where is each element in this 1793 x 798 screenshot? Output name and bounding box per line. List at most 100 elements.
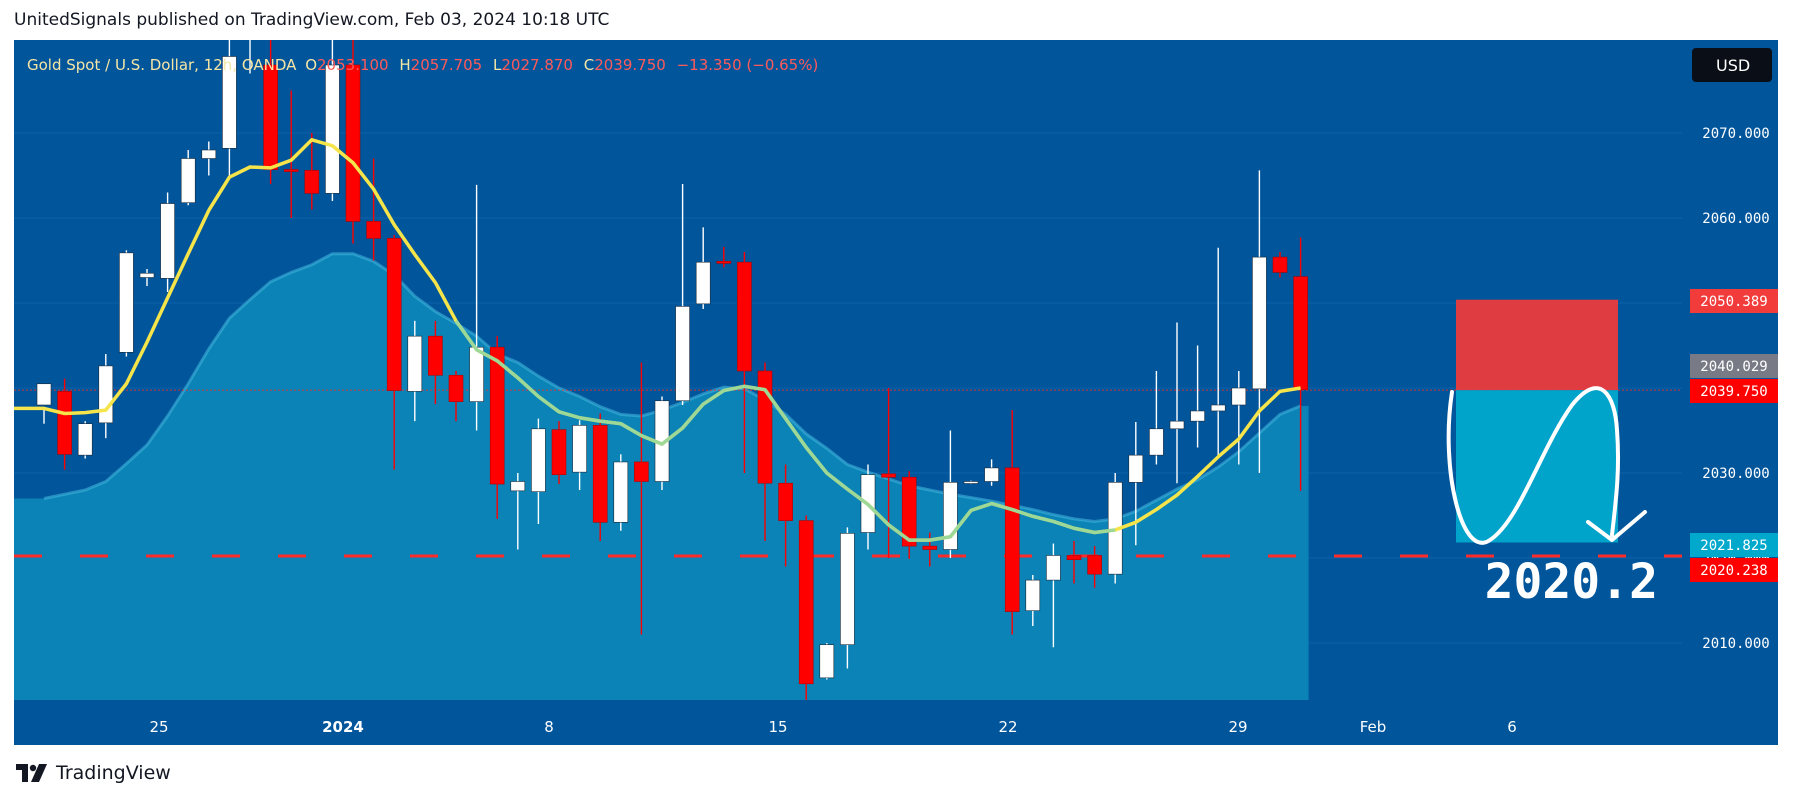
time-tick-label: 6 bbox=[1507, 718, 1517, 736]
price-axis-labels: 2050.389 2040.029 2039.750 2021.825 2020.238 bbox=[1690, 289, 1778, 582]
stop-loss-box[interactable] bbox=[1456, 299, 1618, 391]
candle-down bbox=[592, 425, 608, 523]
price-chart[interactable]: 2020.2 Gold Spot / U.S. Dollar, 12h, OAN… bbox=[0, 0, 1793, 760]
candle-up bbox=[180, 158, 196, 204]
candle-up bbox=[1046, 555, 1061, 581]
candle-up bbox=[160, 203, 175, 279]
candle-up bbox=[984, 467, 999, 482]
candle-up bbox=[943, 482, 958, 550]
candle-down bbox=[489, 346, 505, 485]
candle-down bbox=[283, 169, 299, 172]
time-tick-label: 22 bbox=[998, 718, 1017, 736]
candle-up bbox=[572, 425, 587, 473]
candle-up bbox=[1231, 387, 1247, 406]
candles bbox=[36, 31, 1308, 700]
candle-down bbox=[57, 391, 72, 455]
candle-down bbox=[1293, 276, 1308, 390]
candle-down bbox=[1004, 467, 1020, 612]
candle-down bbox=[901, 476, 917, 547]
ma-slow-overlay bbox=[454, 319, 1116, 542]
candle-up bbox=[1210, 404, 1226, 412]
candle-down bbox=[428, 335, 443, 376]
candle-down bbox=[778, 482, 793, 521]
candle-up bbox=[675, 306, 690, 402]
time-tick-label: 25 bbox=[149, 718, 168, 736]
legend-l-label: L bbox=[493, 56, 502, 74]
candle-down bbox=[345, 64, 361, 222]
publisher-line: UnitedSignals published on TradingView.c… bbox=[14, 10, 610, 30]
candle-down bbox=[798, 520, 814, 685]
candle-up bbox=[1190, 410, 1205, 422]
candle-up bbox=[407, 335, 423, 392]
currency-label: USD bbox=[1716, 56, 1750, 75]
candle-down bbox=[304, 170, 320, 194]
price-label-text: 2021.825 bbox=[1700, 538, 1767, 554]
candle-up bbox=[222, 56, 237, 149]
candle-up bbox=[613, 461, 629, 523]
candle-up bbox=[819, 644, 835, 679]
tradingview-logo-icon bbox=[16, 764, 47, 782]
price-label-box bbox=[1690, 533, 1778, 557]
candle-up bbox=[1169, 420, 1185, 430]
arrow-head-icon bbox=[1586, 510, 1647, 542]
price-label-text: 2039.750 bbox=[1700, 384, 1767, 400]
candle-up bbox=[469, 346, 484, 402]
candle-up bbox=[840, 533, 855, 645]
target-annotation[interactable]: 2020.2 bbox=[1485, 554, 1658, 610]
candle-down bbox=[1272, 256, 1288, 273]
candle-up bbox=[325, 64, 340, 194]
legend-c-value: 2039.750 bbox=[594, 56, 666, 74]
price-label-box bbox=[1690, 354, 1778, 378]
candle-down bbox=[448, 374, 464, 402]
candle-up bbox=[201, 149, 217, 159]
currency-button[interactable]: USD bbox=[1692, 48, 1772, 82]
brand-name: TradingView bbox=[56, 762, 171, 784]
candle-down bbox=[881, 473, 896, 478]
time-tick-label: 8 bbox=[544, 718, 554, 736]
wave-projection-drawing[interactable] bbox=[1446, 386, 1621, 545]
candle-up bbox=[1128, 454, 1144, 483]
ma-slow-line bbox=[43, 252, 1302, 523]
candle-up bbox=[695, 261, 711, 305]
legend-change: −13.350 (−0.65%) bbox=[677, 56, 819, 74]
candle-down bbox=[386, 238, 402, 391]
time-axis-ticks: 25 2024 8 15 22 29 Feb 6 bbox=[149, 718, 1516, 736]
candle-up bbox=[139, 272, 155, 278]
candle-down bbox=[757, 370, 773, 484]
price-label-text: 2020.238 bbox=[1700, 563, 1767, 579]
candle-down bbox=[1087, 555, 1102, 575]
price-label-box bbox=[1690, 289, 1778, 313]
candle-up bbox=[531, 428, 546, 492]
price-label-text: 2040.029 bbox=[1700, 359, 1767, 375]
time-tick-label: 29 bbox=[1228, 718, 1247, 736]
legend-o-value: 2053.100 bbox=[317, 56, 389, 74]
time-tick-label: 15 bbox=[768, 718, 787, 736]
candle-up bbox=[98, 365, 114, 424]
svg-text:Gold Spot / U.S. Dollar, 12h,: Gold Spot / U.S. Dollar, 12h, OANDA O205… bbox=[27, 56, 818, 74]
candle-up bbox=[1025, 579, 1041, 611]
candle-up bbox=[1149, 428, 1164, 456]
candle-down bbox=[1066, 555, 1082, 561]
brand-footer[interactable]: TradingView bbox=[14, 760, 171, 786]
price-tick-label: 2010.000 bbox=[1702, 636, 1769, 652]
candle-down bbox=[634, 461, 649, 482]
symbol-legend[interactable]: Gold Spot / U.S. Dollar, 12h, OANDA O205… bbox=[27, 56, 818, 74]
price-tick-label: 2030.000 bbox=[1702, 466, 1769, 482]
legend-h-label: H bbox=[399, 56, 410, 74]
time-tick-label: Feb bbox=[1360, 718, 1387, 736]
candle-up bbox=[119, 252, 134, 353]
candle-up bbox=[77, 423, 93, 456]
candle-down bbox=[551, 429, 567, 475]
candle-down bbox=[922, 545, 938, 550]
legend-c-label: C bbox=[584, 56, 594, 74]
candle-down bbox=[737, 261, 752, 372]
price-tick-label: 2060.000 bbox=[1702, 211, 1769, 227]
legend-symbol: Gold Spot / U.S. Dollar, 12h, OANDA bbox=[27, 56, 297, 74]
candle-down bbox=[263, 64, 278, 170]
candle-down bbox=[716, 261, 732, 264]
legend-o-label: O bbox=[305, 56, 317, 74]
candle-up bbox=[510, 481, 526, 492]
candle-down bbox=[366, 221, 381, 239]
candle-up bbox=[963, 481, 979, 484]
candle-up bbox=[243, 31, 257, 33]
